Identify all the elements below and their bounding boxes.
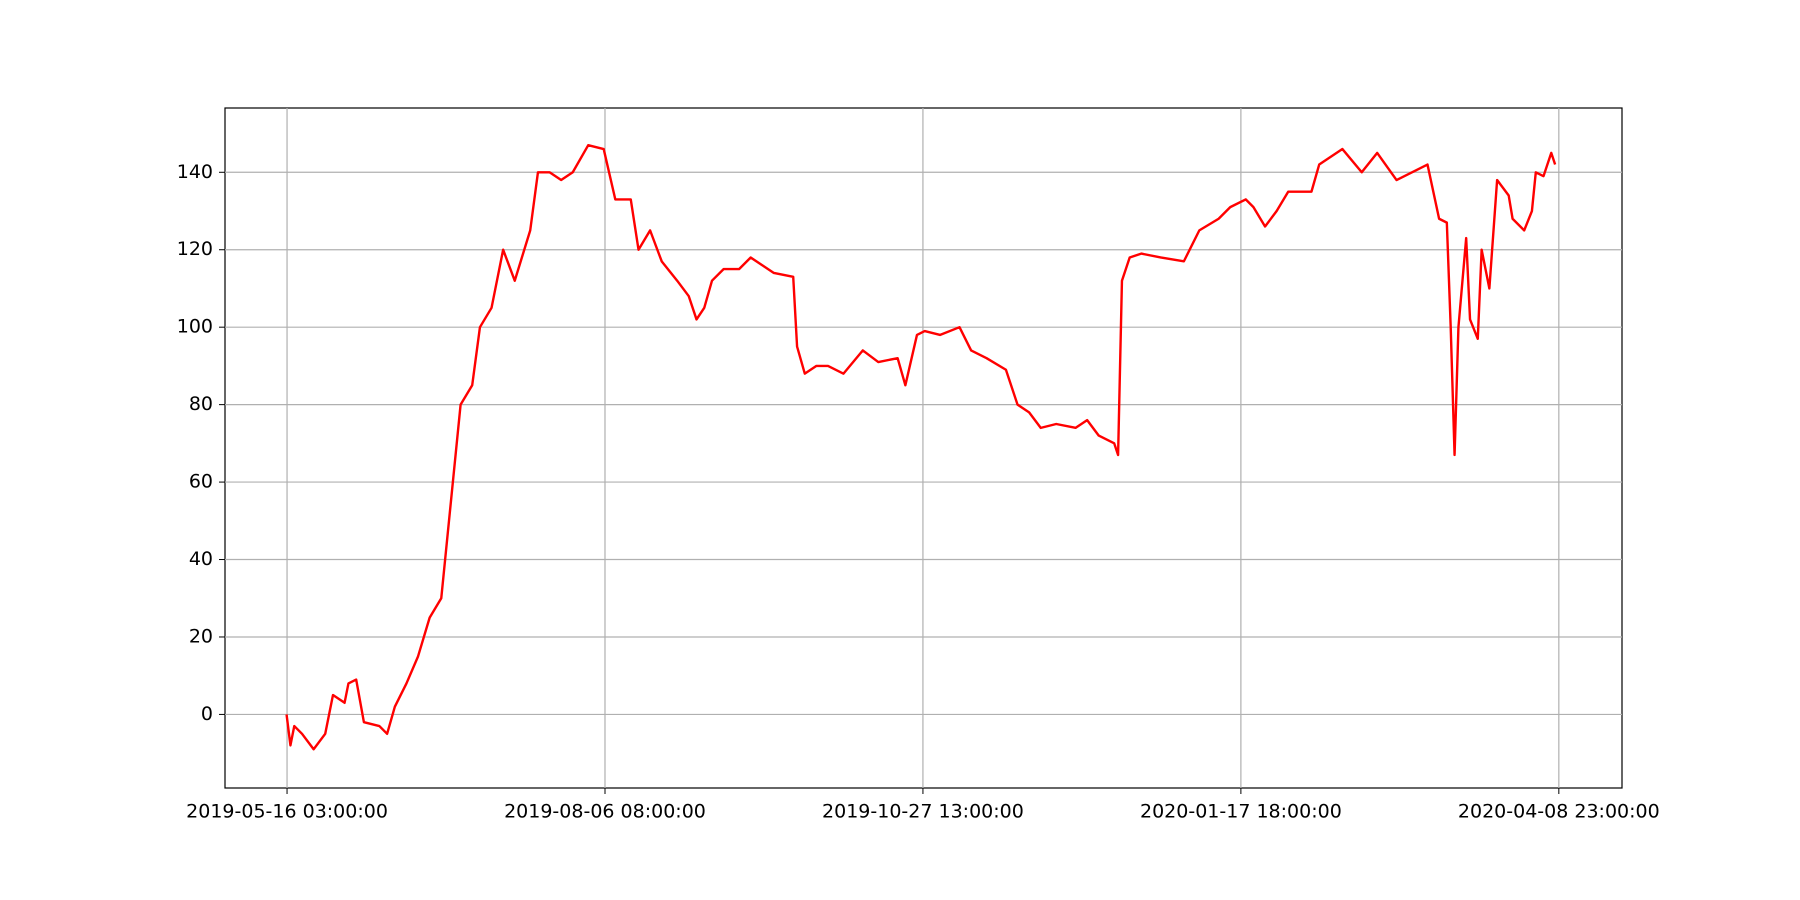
y-tick-label: 20 xyxy=(189,625,213,647)
x-tick-label: 2019-08-06 08:00:00 xyxy=(504,801,706,823)
y-tick-label: 40 xyxy=(189,548,213,570)
x-tick-label: 2019-10-27 13:00:00 xyxy=(822,801,1024,823)
y-tick-label: 140 xyxy=(177,161,213,183)
x-tick-label: 2020-01-17 18:00:00 xyxy=(1140,801,1342,823)
y-tick-label: 80 xyxy=(189,393,213,415)
y-tick-label: 120 xyxy=(177,238,213,260)
data-line xyxy=(285,143,1557,751)
x-tick-label: 2019-05-16 03:00:00 xyxy=(186,801,388,823)
y-tick-label: 0 xyxy=(201,703,213,725)
x-tick-label: 2020-04-08 23:00:00 xyxy=(1458,801,1660,823)
y-tick-label: 60 xyxy=(189,471,213,493)
y-tick-label: 100 xyxy=(177,316,213,338)
